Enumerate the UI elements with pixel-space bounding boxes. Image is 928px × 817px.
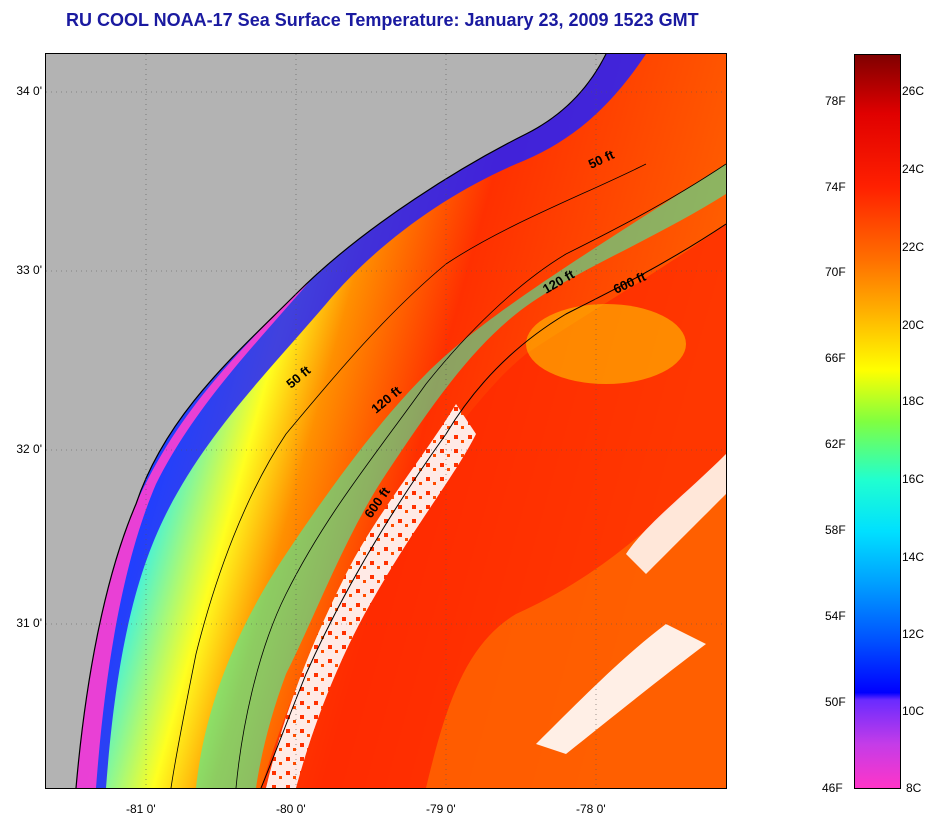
shelf-water — [196, 164, 726, 788]
colorbar-celsius-label: 24C — [902, 162, 925, 176]
cloud-mask — [626, 454, 726, 574]
cloud-mask — [536, 624, 706, 754]
coastline — [75, 54, 607, 788]
colorbar-fahrenheit-label: 78F — [825, 94, 846, 108]
colorbar-celsius-label: 26C — [902, 84, 925, 98]
coastal-magenta-band — [76, 114, 526, 788]
cloud-mask — [266, 404, 476, 788]
warm-eddy — [526, 304, 686, 384]
lon-tick-label: -80 0' — [276, 802, 306, 816]
sst-map-canvas: 50 ft 120 ft 600 ft 50 ft 120 ft 600 ft — [46, 54, 726, 788]
lat-tick-label: 32 0' — [16, 442, 42, 456]
colorbar-fahrenheit-label: 50F — [825, 695, 846, 709]
colorbar-fahrenheit-label: 62F — [825, 437, 846, 451]
colorbar-celsius-label: 8C — [906, 781, 922, 795]
lon-tick-label: -81 0' — [126, 802, 156, 816]
colorbar-celsius-label: 20C — [902, 318, 925, 332]
colorbar-fahrenheit-label: 70F — [825, 265, 846, 279]
contour-120ft — [235, 163, 726, 788]
colorbar-celsius-label: 10C — [902, 704, 925, 718]
colorbar-celsius-label: 16C — [902, 472, 925, 486]
temperature-colorbar — [854, 54, 901, 789]
map-title: RU COOL NOAA-17 Sea Surface Temperature:… — [66, 10, 699, 30]
colorbar-celsius-label: 14C — [902, 550, 925, 564]
lon-tick-label: -79 0' — [426, 802, 456, 816]
colorbar-fahrenheit-label: 74F — [825, 180, 846, 194]
colorbar-celsius-label: 22C — [902, 240, 925, 254]
lat-tick-label: 31 0' — [16, 616, 42, 630]
colorbar-celsius-label: 12C — [902, 627, 925, 641]
colorbar-celsius-label: 18C — [902, 394, 925, 408]
cold-coastal-band — [66, 54, 646, 788]
graticule — [46, 54, 726, 788]
colorbar-fahrenheit-label: 66F — [825, 351, 846, 365]
contour-50ft — [170, 163, 647, 788]
sst-map: 50 ft 120 ft 600 ft 50 ft 120 ft 600 ft — [45, 53, 727, 789]
lon-tick-label: -78 0' — [576, 802, 606, 816]
colorbar-fahrenheit-label: 58F — [825, 523, 846, 537]
colorbar-fahrenheit-label: 54F — [825, 609, 846, 623]
colorbar-fahrenheit-label: 46F — [822, 781, 843, 795]
lat-tick-label: 33 0' — [16, 263, 42, 277]
lat-tick-label: 34 0' — [16, 84, 42, 98]
land — [46, 54, 606, 788]
